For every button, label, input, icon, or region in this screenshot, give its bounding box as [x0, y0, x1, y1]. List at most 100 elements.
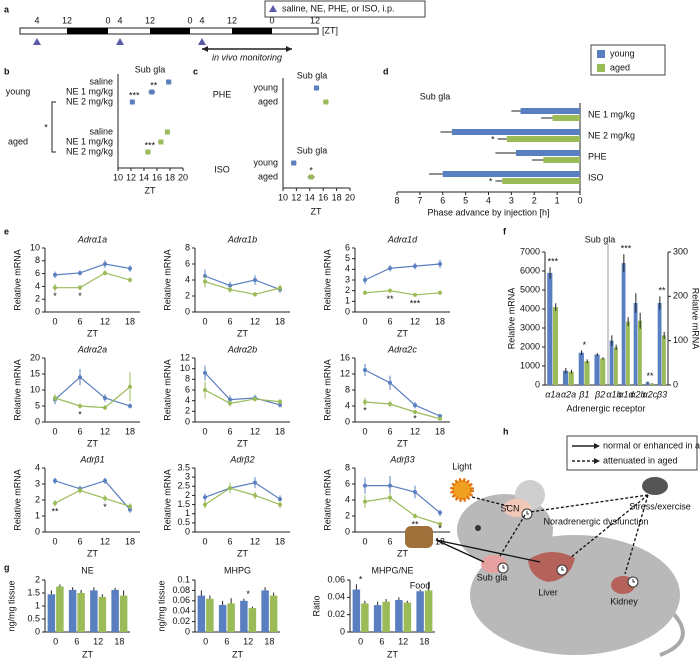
significance: ***: [548, 257, 559, 267]
bar: [506, 136, 580, 142]
panel-letter: a: [4, 4, 10, 14]
arrow: [499, 514, 526, 557]
line: [54, 480, 131, 510]
y-tick-label: 3: [35, 478, 40, 488]
y-tick-label: 3.5: [177, 462, 190, 472]
y-tick-label: 10: [30, 242, 40, 252]
y-tick-label: 0.06: [172, 595, 190, 605]
y-tick-label: 10: [180, 363, 190, 373]
x-tick-label: 12: [250, 316, 260, 326]
chart-title: Adrα2c: [387, 344, 417, 354]
y-tick-label: 5: [35, 400, 40, 410]
y-tick-label: 1000: [520, 360, 540, 370]
chart-title: Adrβ3: [389, 454, 414, 464]
marker: [103, 478, 107, 483]
timeline-tick-label: 4: [34, 15, 39, 25]
y-tick-label: 0: [340, 626, 345, 636]
y-axis-label: Relative mRNA: [12, 359, 22, 421]
x-tick-label: 18: [332, 192, 342, 202]
category-label: PHE: [588, 151, 607, 161]
marker: [103, 496, 107, 501]
marker: [53, 501, 57, 506]
chart-title: Adrα1b: [227, 234, 257, 244]
y-tick-label: 0: [185, 626, 190, 636]
chart-title: Adrβ1: [79, 454, 104, 464]
y-tick-label: 1.5: [27, 587, 40, 597]
x-tick-label: 18: [275, 426, 285, 436]
marker: [228, 401, 232, 406]
x-tick-label: 6: [224, 636, 229, 646]
y-tick-label: 4: [35, 462, 40, 472]
significance: *: [103, 502, 107, 512]
clock-hands: [526, 511, 529, 515]
x-axis-label: ZT: [237, 438, 248, 448]
chart-title: Sub gla: [420, 91, 451, 101]
x-tick-label: α2b: [630, 389, 645, 399]
bar: [552, 307, 559, 385]
x-tick-label: 0: [202, 316, 207, 326]
y-tick-label: 0.5: [177, 517, 190, 527]
bar: [562, 370, 569, 385]
x-tick-label: 18: [125, 316, 135, 326]
line: [54, 376, 131, 407]
x-tick-label: α1b: [606, 389, 621, 399]
x-tick-label: 12: [93, 636, 103, 646]
chart-title: Adrα2a: [77, 344, 107, 354]
arrow-head: [594, 443, 600, 464]
marker: [363, 499, 367, 504]
x-tick-label: 18: [419, 636, 429, 646]
x-tick-label: 7: [417, 195, 422, 205]
marker: [78, 375, 82, 380]
marker: [388, 483, 392, 488]
y-tick-label: 2: [35, 294, 40, 304]
bar: [638, 320, 642, 385]
marker: [103, 262, 107, 266]
y-tick-label: 0.06: [327, 574, 345, 584]
y-tick-label: 8: [345, 462, 350, 472]
y-tick-label: 16: [340, 352, 350, 362]
marker: [128, 504, 132, 509]
dark-period: [150, 28, 190, 34]
marker: [228, 283, 232, 288]
y-tick-label: 0.5: [27, 613, 40, 623]
marker: [228, 486, 232, 491]
line: [54, 386, 131, 409]
y-axis-label: Relative mRNA: [162, 249, 172, 311]
x-tick-label: β1: [578, 389, 589, 399]
y-tick-label: 2: [345, 510, 350, 520]
marker: [228, 397, 232, 402]
rat-icon: [642, 477, 668, 495]
bar: [98, 596, 107, 632]
marker: [388, 402, 392, 406]
marker: [363, 368, 367, 372]
x-axis-label: ZT: [237, 328, 248, 338]
x-tick-label: 0: [358, 636, 363, 646]
arrow: [471, 496, 509, 507]
line: [204, 481, 281, 500]
x-tick-label: 6: [387, 316, 392, 326]
significance: ***: [621, 244, 632, 254]
category-label: aged: [258, 96, 278, 106]
significance: *: [44, 122, 48, 132]
y-axis-label: Relative mRNA: [506, 288, 516, 350]
marker: [388, 380, 392, 385]
marker: [278, 402, 282, 407]
significance: *: [359, 575, 363, 585]
y-tick-label: 8: [185, 374, 190, 384]
y-tick-label: 8: [345, 384, 350, 394]
diagram-label: Liver: [538, 587, 558, 597]
x-tick-label: α1d: [618, 389, 634, 399]
x-tick-label: 6: [379, 636, 384, 646]
clock-hands: [561, 567, 564, 571]
x-tick-label: α2c: [643, 389, 658, 399]
x-tick-label: 12: [250, 536, 260, 546]
marker: [203, 495, 207, 500]
category-label: young: [253, 82, 278, 92]
y-tick-label: 8: [35, 255, 40, 265]
x-tick-label: 1: [555, 195, 560, 205]
bar: [451, 129, 580, 135]
significance: *: [53, 291, 57, 301]
x-tick-label: 12: [291, 192, 301, 202]
y-tick-label: 6000: [520, 265, 540, 275]
x-tick-label: 6: [227, 536, 232, 546]
